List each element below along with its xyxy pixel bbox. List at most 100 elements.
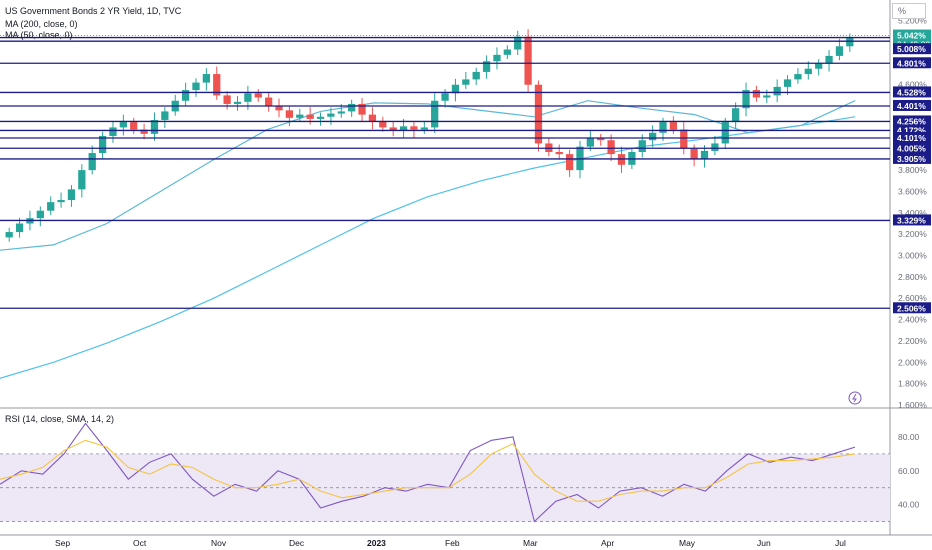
percent-scale-button[interactable]: %	[892, 3, 926, 19]
candle-body	[410, 126, 418, 130]
candle-body	[275, 106, 283, 111]
y-tick-label: 4.600%	[898, 80, 927, 90]
x-tick-label: Jun	[757, 538, 771, 548]
candle-body	[348, 103, 356, 112]
level-badge	[893, 214, 931, 226]
rsi-tick-label: 40.00	[898, 500, 920, 510]
candle-body	[15, 223, 24, 233]
candle-body	[783, 79, 792, 87]
candle-body	[451, 84, 460, 94]
level-badge	[893, 57, 931, 69]
chart-title: US Government Bonds 2 YR Yield, 1D, TVC	[5, 6, 182, 16]
candle-body	[316, 116, 325, 119]
level-badge	[893, 132, 931, 144]
candle-body	[825, 55, 833, 64]
candle-body	[161, 111, 169, 120]
candle-body	[586, 138, 594, 147]
x-tick-label: Mar	[523, 538, 538, 548]
level-label: 4.528%	[897, 87, 926, 97]
y-tick-label: 5.200%	[898, 16, 927, 26]
legend-rsi[interactable]: RSI (14, close, SMA, 14, 2)	[5, 414, 115, 424]
candle-body	[109, 127, 117, 136]
candle-body	[524, 36, 532, 85]
candle-body	[607, 140, 615, 155]
candle-body	[192, 82, 200, 91]
candle-body	[327, 113, 335, 117]
candle-body	[648, 132, 657, 141]
y-tick-label: 1.800%	[898, 379, 927, 389]
y-tick-label: 2.000%	[898, 357, 927, 367]
candle-body	[431, 100, 439, 128]
rsi-ma-line	[0, 439, 856, 502]
last-price-label: 5.042%	[897, 31, 926, 41]
candle-body	[368, 114, 377, 122]
x-tick-label: Dec	[289, 538, 305, 548]
candle-body	[752, 90, 761, 98]
level-label: 5.008%	[897, 44, 926, 54]
candle-body	[669, 122, 678, 130]
level-badge	[893, 302, 931, 314]
candle-body	[565, 154, 574, 171]
level-label: 4.101%	[897, 133, 926, 143]
candle-body	[441, 93, 449, 101]
legend-ma200[interactable]: MA (200, close, 0)	[5, 19, 78, 29]
level-label: 3.905%	[897, 154, 926, 164]
candle-body	[337, 111, 345, 114]
candle-body	[140, 129, 148, 134]
legend-ma50[interactable]: MA (50, close, 0)	[5, 30, 73, 40]
candle-body	[150, 119, 159, 134]
level-badge	[893, 115, 931, 127]
y-tick-label: 3.200%	[898, 229, 927, 239]
y-tick-label: 3.600%	[898, 186, 927, 196]
level-label: 3.329%	[897, 215, 926, 225]
candle-body	[98, 135, 107, 154]
candle-body	[244, 93, 252, 102]
y-tick-label: 3.000%	[898, 251, 927, 261]
y-tick-label: 1.600%	[898, 400, 927, 410]
candle-body	[794, 74, 802, 80]
candle-body	[358, 103, 366, 115]
ma50-line	[0, 100, 856, 251]
candle-body	[296, 114, 304, 118]
candle-body	[690, 148, 698, 160]
candle-body	[36, 210, 44, 219]
x-tick-label: Jul	[835, 538, 846, 548]
candle-body	[680, 129, 688, 149]
level-badge	[893, 86, 931, 98]
candle-body	[597, 138, 605, 141]
candle-body	[254, 93, 262, 98]
rsi-tick-label: 60.00	[898, 466, 920, 476]
y-tick-label: 2.400%	[898, 315, 927, 325]
candle-body	[379, 121, 387, 128]
level-badge	[893, 43, 931, 55]
level-label: 4.401%	[897, 101, 926, 111]
candle-body	[472, 71, 480, 80]
candle-body	[57, 200, 65, 203]
candle-body	[213, 74, 221, 96]
candle-body	[732, 108, 740, 123]
x-tick-label: Feb	[445, 538, 460, 548]
level-badge	[893, 99, 931, 111]
candle-body	[88, 153, 96, 171]
candle-body	[233, 101, 242, 104]
x-tick-label: May	[679, 538, 696, 548]
candle-body	[78, 170, 86, 190]
x-tick-label: 2023	[367, 538, 386, 548]
level-badge	[893, 124, 931, 136]
candle-body	[638, 140, 646, 152]
candle-body	[555, 151, 563, 155]
y-tick-label: 3.400%	[898, 208, 927, 218]
level-label: 2.506%	[897, 303, 926, 313]
candle-body	[389, 127, 397, 131]
candle-body	[5, 232, 13, 238]
rsi-tick-label: 80.00	[898, 432, 920, 442]
level-label: 4.256%	[897, 116, 926, 126]
candle-body	[804, 68, 812, 75]
candle-body	[773, 86, 781, 96]
x-tick-label: Sep	[55, 538, 70, 548]
candle-body	[265, 97, 273, 107]
candle-body	[514, 36, 522, 50]
candle-body	[742, 90, 750, 109]
candle-body	[67, 189, 76, 201]
